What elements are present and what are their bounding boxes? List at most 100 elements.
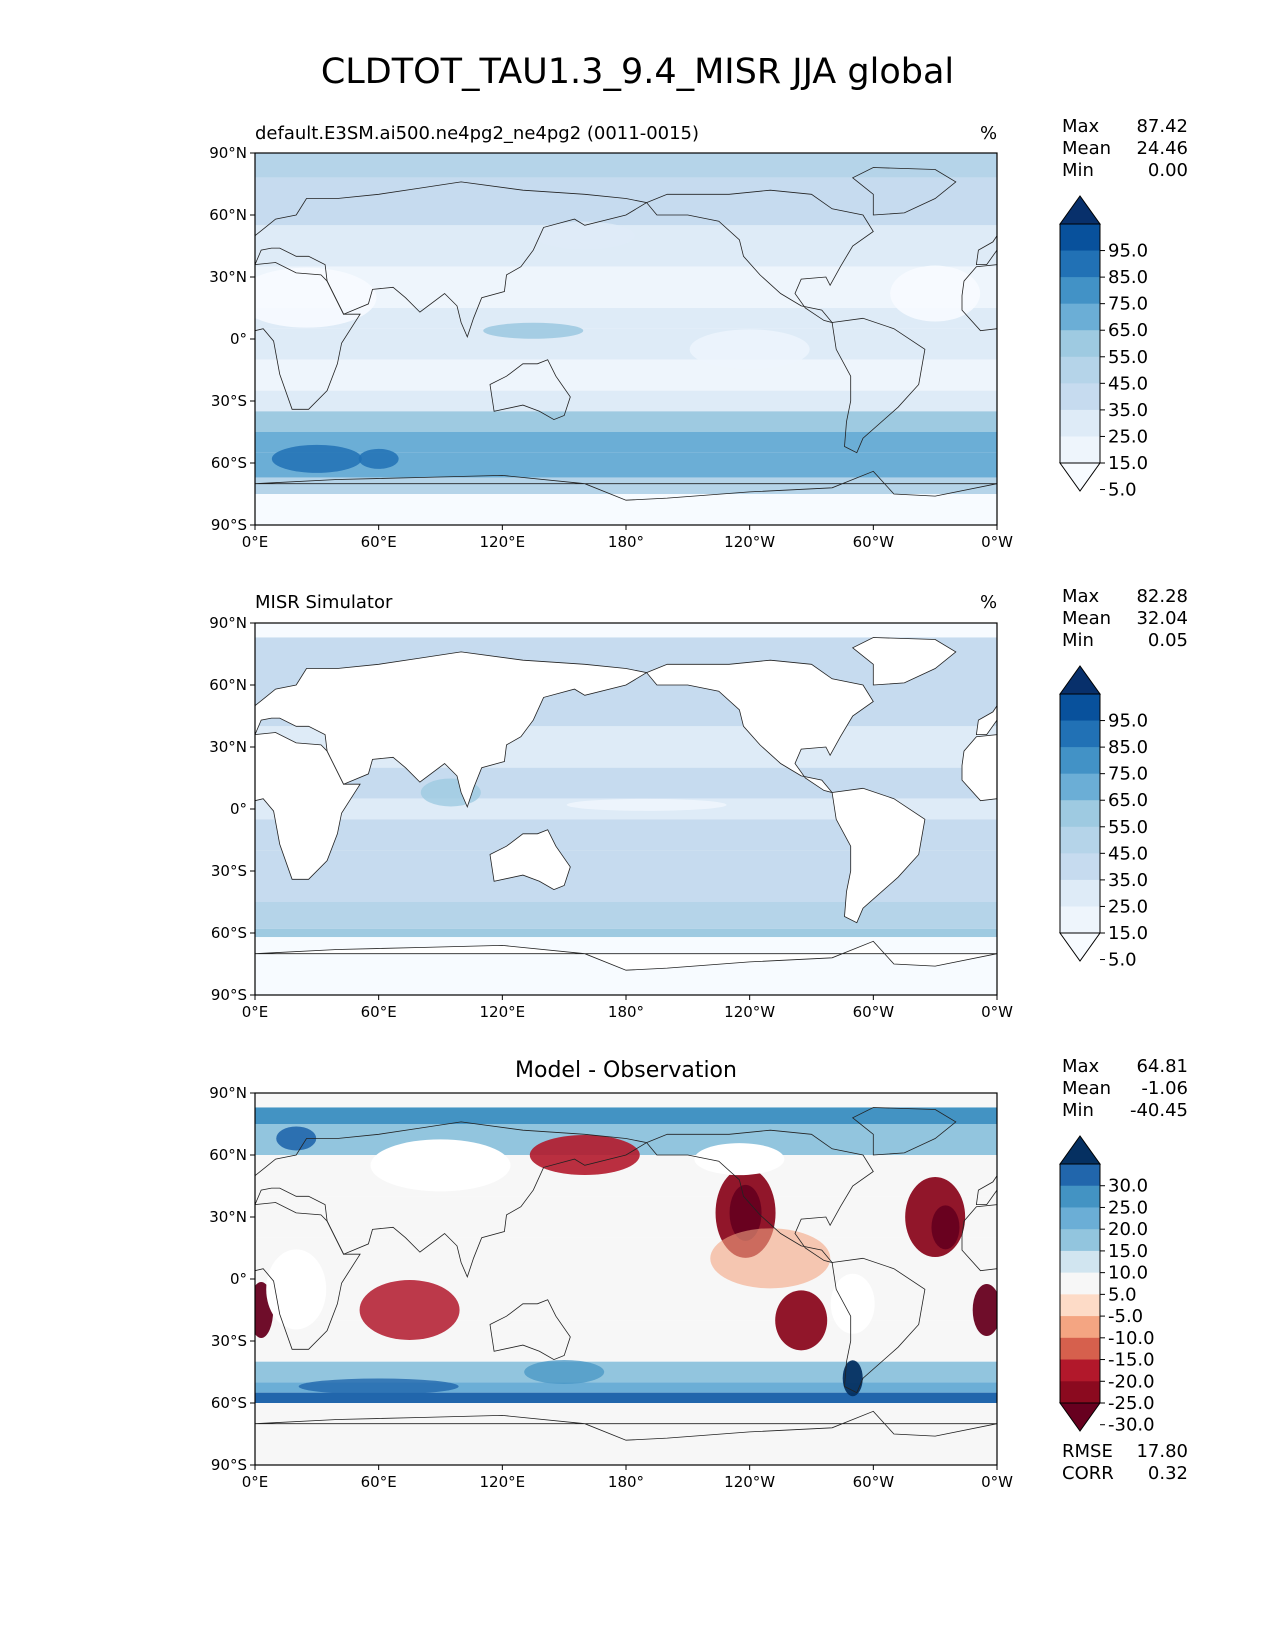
- colorbar-3-label: 10.0: [1108, 1263, 1148, 1284]
- stat-value: -40.45: [1129, 1100, 1188, 1121]
- y-tick-label: 30°S: [211, 1332, 247, 1350]
- x-tick-label: 120°E: [480, 1473, 526, 1491]
- y-tick-label: 90°S: [211, 516, 247, 534]
- colorbar-1-segment: [1060, 250, 1100, 278]
- colorbar-1-label: 95.0: [1108, 241, 1148, 262]
- field-band: [255, 928, 997, 938]
- colorbar-2-label: 35.0: [1108, 870, 1148, 891]
- x-tick-label: 60°E: [361, 533, 397, 551]
- colorbar-2-label: 15.0: [1108, 923, 1148, 944]
- field-patch: [830, 1273, 875, 1334]
- coastline: [831, 317, 926, 454]
- colorbar-2-frame: [1059, 693, 1101, 934]
- colorbar-3-segment: [1060, 1381, 1100, 1404]
- colorbar-2-segment: [1060, 879, 1100, 907]
- coastline: [645, 659, 874, 794]
- field-band: [255, 1382, 997, 1393]
- coastline: [489, 359, 571, 421]
- field-patch: [890, 265, 981, 322]
- field-patch: [931, 1205, 960, 1250]
- colorbar-3-label: -5.0: [1108, 1306, 1143, 1327]
- colorbar-1-label: 15.0: [1108, 453, 1148, 474]
- panel1-units: %: [980, 123, 998, 144]
- field-band: [255, 153, 997, 178]
- y-tick-label: 60°S: [211, 454, 247, 472]
- field-patch: [276, 1126, 317, 1151]
- field-patch: [298, 1378, 459, 1395]
- stat-value: 82.28: [1136, 586, 1188, 607]
- panel3-title: Model - Observation: [515, 1058, 737, 1083]
- colorbar-1-segment: [1060, 436, 1100, 464]
- x-tick-label: 120°E: [480, 533, 526, 551]
- colorbar-2-segment: [1060, 694, 1100, 722]
- field-patch: [271, 444, 362, 473]
- field-band: [255, 1361, 997, 1383]
- field-band: [255, 266, 997, 308]
- y-tick-label: 30°N: [209, 268, 247, 286]
- colorbar-2-segment: [1060, 720, 1100, 748]
- x-tick-label: 0°W: [981, 533, 1013, 551]
- stat-value: 64.81: [1136, 1056, 1188, 1077]
- y-tick-label: 60°N: [209, 676, 247, 694]
- colorbar-3-label: -25.0: [1108, 1393, 1155, 1414]
- metric-label: CORR: [1062, 1463, 1114, 1484]
- field-band: [255, 494, 997, 525]
- field-patch: [566, 798, 727, 811]
- colorbar-2-segment: [1060, 906, 1100, 934]
- y-tick-label: 90°N: [209, 144, 247, 162]
- colorbar-2-label: 45.0: [1108, 843, 1148, 864]
- colorbar-1-segment: [1060, 383, 1100, 411]
- coastline: [645, 1129, 874, 1264]
- colorbar-3-frame: [1059, 1163, 1101, 1404]
- stat-label: Mean: [1062, 608, 1112, 629]
- colorbar-3-extend-min: [1059, 1402, 1101, 1432]
- field-patch: [358, 448, 399, 469]
- stat-value: 0.05: [1147, 630, 1188, 651]
- colorbar-3-segment: [1060, 1316, 1100, 1339]
- coastline: [489, 829, 571, 891]
- coastline: [254, 1121, 648, 1279]
- metric-label: RMSE: [1062, 1441, 1113, 1462]
- x-tick-label: 60°W: [853, 1003, 895, 1021]
- stat-value: 0.00: [1147, 160, 1188, 181]
- coastline: [254, 732, 361, 880]
- colorbar-3-label: -20.0: [1108, 1371, 1155, 1392]
- stat-label: Min: [1062, 160, 1094, 181]
- coastline: [254, 940, 998, 971]
- field-patch: [370, 1139, 511, 1192]
- stat-value: -1.06: [1141, 1078, 1188, 1099]
- y-tick-label: 90°N: [209, 1084, 247, 1102]
- field-band: [255, 432, 997, 453]
- x-tick-label: 60°E: [361, 1003, 397, 1021]
- y-tick-label: 30°S: [211, 392, 247, 410]
- colorbar-2-segment: [1060, 853, 1100, 881]
- colorbar-3-segment: [1060, 1229, 1100, 1252]
- colorbar-3-segment: [1060, 1164, 1100, 1187]
- colorbar-1-label: 5.0: [1108, 480, 1137, 501]
- y-tick-label: 30°S: [211, 862, 247, 880]
- colorbar-3-segment: [1060, 1294, 1100, 1317]
- y-tick-label: 90°S: [211, 986, 247, 1004]
- colorbar-2-segment: [1060, 826, 1100, 854]
- colorbar-3-label: 15.0: [1108, 1241, 1148, 1262]
- field-layer: [255, 153, 997, 525]
- field-patch: [710, 1228, 831, 1289]
- colorbar-2-label: 5.0: [1108, 950, 1137, 971]
- coastline: [254, 470, 998, 501]
- colorbar-3-label: 20.0: [1108, 1219, 1148, 1240]
- colorbar-3-label: 25.0: [1108, 1197, 1148, 1218]
- colorbar-1-label: 45.0: [1108, 373, 1148, 394]
- field-patch: [255, 267, 377, 328]
- y-tick-label: 0°: [230, 800, 247, 818]
- panel3-metrics: RMSE 17.80 CORR 0.32: [1062, 1441, 1188, 1485]
- field-patch: [694, 1143, 785, 1176]
- coastline: [831, 1257, 926, 1394]
- colorbar-1-segment: [1060, 277, 1100, 305]
- coastline: [645, 189, 874, 324]
- colorbar-2-extend-max: [1059, 665, 1101, 695]
- colorbar-2-label: 25.0: [1108, 896, 1148, 917]
- field-patch: [359, 1280, 460, 1340]
- stat-label: Max: [1062, 116, 1100, 137]
- x-tick-label: 180°: [608, 1473, 644, 1491]
- x-tick-label: 120°W: [724, 1473, 775, 1491]
